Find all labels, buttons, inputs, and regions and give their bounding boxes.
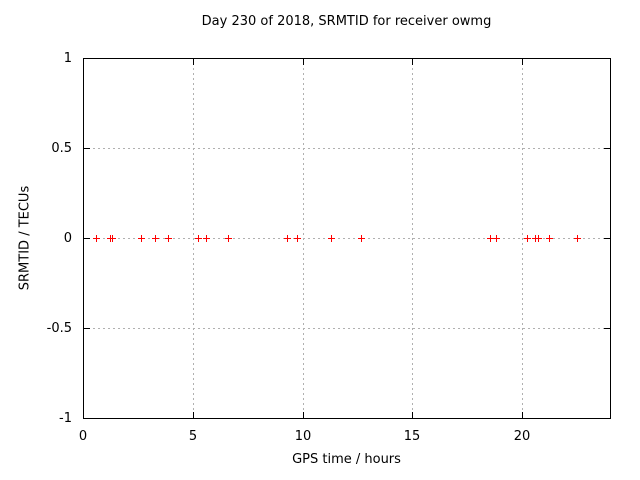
data-point-marker [524, 235, 531, 242]
data-point-marker [546, 235, 553, 242]
x-tick-label: 20 [514, 429, 531, 444]
data-point-marker [195, 235, 202, 242]
y-tick-label: 0.5 [51, 141, 72, 156]
x-axis-label: GPS time / hours [292, 452, 401, 467]
data-point-marker [487, 235, 494, 242]
y-tick-label: -1 [59, 411, 72, 426]
data-point-marker [328, 235, 335, 242]
x-tick-label: 5 [189, 429, 197, 444]
data-point-marker [109, 235, 116, 242]
data-point-marker [138, 235, 145, 242]
plot-border [83, 58, 611, 419]
data-point-marker [358, 235, 365, 242]
x-tick-label: 10 [295, 429, 312, 444]
y-tick-label: 0 [64, 231, 72, 246]
data-point-marker [535, 235, 542, 242]
y-tick-label: 1 [64, 51, 72, 66]
data-point-marker [225, 235, 232, 242]
y-tick-label: -0.5 [47, 321, 72, 336]
data-point-marker [152, 235, 159, 242]
data-point-marker [294, 235, 301, 242]
x-tick-label: 0 [79, 429, 87, 444]
data-point-marker [93, 235, 100, 242]
x-tick-label: 15 [404, 429, 421, 444]
chart-title: Day 230 of 2018, SRMTID for receiver owm… [201, 14, 492, 29]
data-point-marker [284, 235, 291, 242]
data-point-marker [165, 235, 172, 242]
data-point-marker [493, 235, 500, 242]
data-point-marker [203, 235, 210, 242]
data-point-marker [574, 235, 581, 242]
